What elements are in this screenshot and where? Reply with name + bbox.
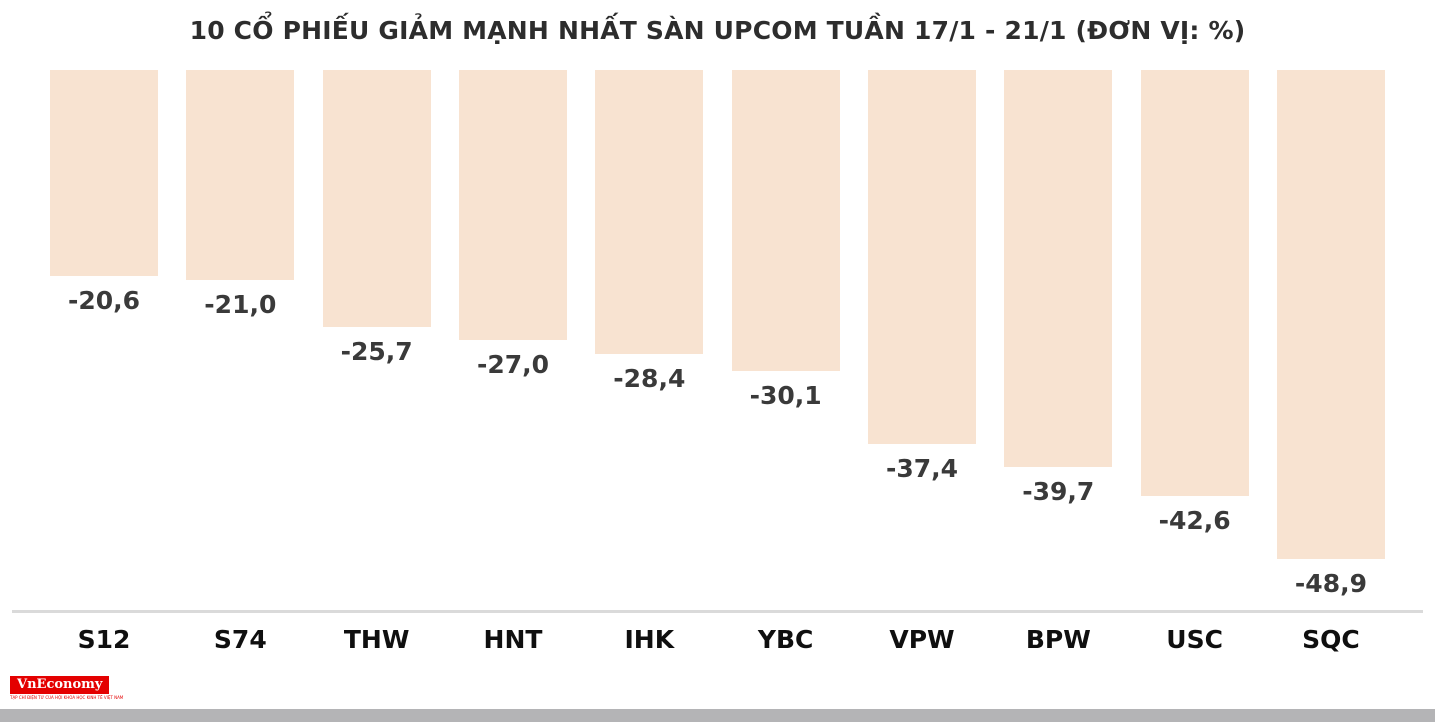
bar-IHK: [595, 70, 704, 354]
bar-column-SQC: -48,9: [1276, 70, 1385, 598]
bar-column-S74: -21,0: [186, 70, 295, 319]
category-label-S74: S74: [213, 625, 267, 654]
category-label-SQC: SQC: [1302, 625, 1360, 654]
bar-value-S74: -21,0: [204, 290, 277, 319]
category-labels-row: S12 S74 THW HNT IHK YBC VPW BPW USC SQC: [0, 625, 1435, 654]
bar-value-SQC: -48,9: [1294, 569, 1367, 598]
category-label-S12: S12: [77, 625, 131, 654]
category-label-USC: USC: [1166, 625, 1223, 654]
bar-column-VPW: -37,4: [867, 70, 976, 483]
bar-value-YBC: -30,1: [749, 381, 822, 410]
bar-value-VPW: -37,4: [885, 454, 958, 483]
vneconomy-logo-tagline: TẠP CHÍ ĐIỆN TỬ CỦA HỘI KHOA HỌC KINH TẾ…: [10, 695, 124, 700]
bar-HNT: [458, 70, 567, 340]
bar-S74: [186, 70, 295, 280]
bar-column-IHK: -28,4: [595, 70, 704, 393]
bar-value-S12: -20,6: [67, 286, 141, 315]
bar-column-THW: -25,7: [322, 70, 431, 366]
vneconomy-logo-text: VnEconomy: [10, 675, 110, 694]
vneconomy-logo: VnEconomy TẠP CHÍ ĐIỆN TỬ CỦA HỘI KHOA H…: [10, 673, 130, 700]
bar-USC: [1140, 70, 1249, 496]
category-label-THW: THW: [343, 625, 410, 654]
bar-S12: [50, 70, 158, 276]
footer-gray-strip: [0, 709, 1435, 722]
bar-value-THW: -25,7: [340, 337, 413, 366]
category-label-HNT: HNT: [483, 625, 543, 654]
bar-YBC: [731, 70, 840, 371]
bar-THW: [322, 70, 431, 327]
bar-column-YBC: -30,1: [731, 70, 840, 410]
bar-value-IHK: -28,4: [613, 364, 686, 393]
category-label-YBC: YBC: [757, 625, 814, 654]
bar-VPW: [867, 70, 976, 444]
bar-column-HNT: -27,0: [458, 70, 567, 379]
category-label-BPW: BPW: [1025, 625, 1091, 654]
bar-BPW: [1004, 70, 1113, 467]
category-label-VPW: VPW: [889, 625, 955, 654]
bar-column-S12: -20,6: [50, 70, 158, 315]
chart-title: 10 CỔ PHIẾU GIẢM MẠNH NHẤT SÀN UPCOM TUẦ…: [189, 16, 1246, 45]
bar-SQC: [1276, 70, 1385, 559]
category-label-IHK: IHK: [624, 625, 675, 654]
bar-column-BPW: -39,7: [1004, 70, 1113, 506]
x-axis-line: [12, 610, 1423, 613]
bars-area: -20,6 -21,0 -25,7 -27,0 -28,4 -30,1 -37,4 -39,7…: [0, 70, 1435, 610]
bar-value-USC: -42,6: [1158, 506, 1231, 535]
bar-column-USC: -42,6: [1140, 70, 1249, 535]
upcom-decliners-bar-chart: 10 CỔ PHIẾU GIẢM MẠNH NHẤT SÀN UPCOM TUẦ…: [0, 16, 1435, 654]
bar-value-HNT: -27,0: [476, 350, 550, 379]
bar-value-BPW: -39,7: [1022, 477, 1095, 506]
